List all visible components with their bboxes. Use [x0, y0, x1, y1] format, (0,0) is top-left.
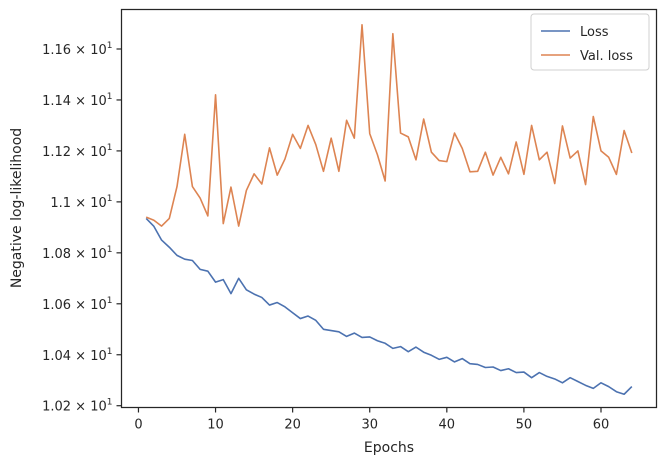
legend-label-loss: Loss: [580, 25, 609, 40]
y-tick-label: 1.12 × 101: [42, 143, 112, 160]
plot-lines: [145, 23, 633, 396]
val-loss-line: [145, 23, 633, 227]
y-tick-label: 1.14 × 101: [42, 92, 112, 109]
y-tick-label: 1.06 × 101: [42, 296, 112, 313]
x-tick-label: 0: [134, 418, 142, 433]
x-tick-label: 50: [516, 418, 533, 433]
plot-frame: [120, 8, 658, 409]
x-tick-label: 60: [593, 418, 610, 433]
y-axis: 1.02 × 101 1.04 × 101 1.06 × 101 1.08 × 101…: [42, 41, 122, 415]
x-tick-label: 20: [284, 418, 301, 433]
x-tick-label: 40: [439, 418, 456, 433]
y-tick-label: 1.02 × 101: [42, 398, 112, 415]
y-tick-label: 1.16 × 101: [42, 41, 112, 58]
x-axis-label: Epochs: [364, 440, 414, 456]
legend: Loss Val. loss: [530, 13, 650, 71]
x-tick-label: 10: [207, 418, 224, 433]
y-tick-label: 1.08 × 101: [42, 245, 112, 262]
x-tick-label: 30: [361, 418, 378, 433]
loss-line: [145, 217, 633, 396]
legend-label-val-loss: Val. loss: [580, 49, 633, 64]
y-tick-label: 1.04 × 101: [42, 347, 112, 364]
y-tick-label: 1.1 × 101: [50, 194, 112, 211]
x-axis: 0 10 20 30 40 50 60: [134, 407, 610, 433]
y-axis-label: Negative log-likelihood: [9, 128, 25, 288]
legend-box: [530, 13, 650, 71]
